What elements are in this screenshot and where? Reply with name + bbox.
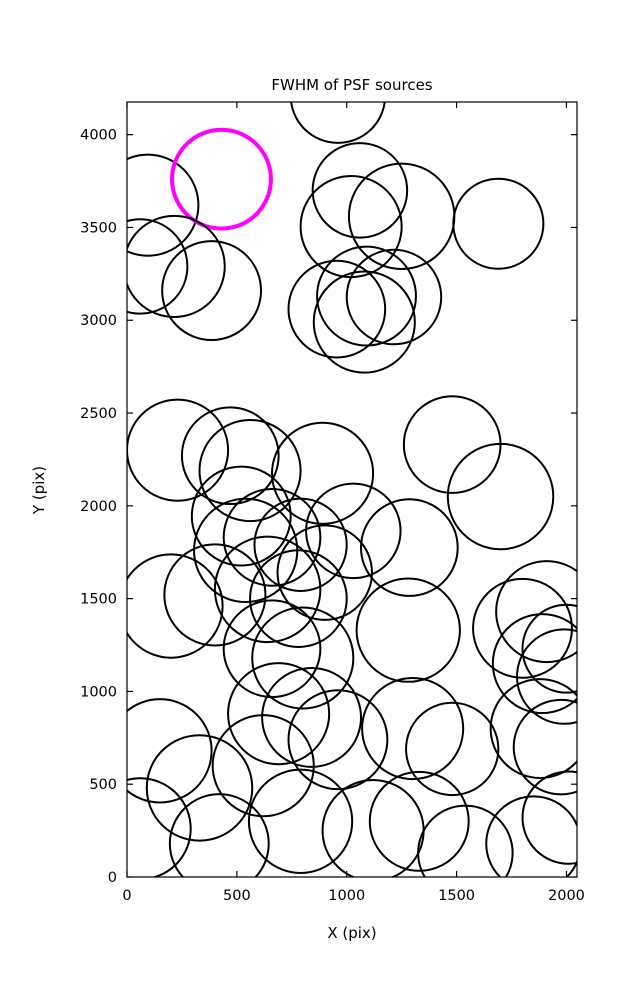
psf-source-circle: [452, 177, 545, 270]
psf-source-circle: [361, 676, 465, 781]
psf-source-circle: [145, 734, 254, 842]
psf-source-circles: [127, 102, 577, 877]
y-tick-label: 0: [108, 870, 117, 886]
x-tick-label: 1000: [328, 888, 365, 904]
psf-source-circle: [417, 804, 514, 877]
y-tick-label: 4000: [80, 128, 117, 144]
psf-source-circle: [222, 488, 322, 587]
y-axis-ticks: 0 500 1000 1500 2000 2500 3000 3500 4000: [80, 128, 577, 886]
psf-source-circle: [247, 768, 354, 874]
psf-source-circle: [168, 793, 270, 877]
psf-source-circle: [446, 442, 555, 551]
psf-source-circle: [290, 102, 386, 144]
psf-source-circle: [368, 770, 470, 872]
psf-source-circle: [127, 214, 226, 318]
y-tick-label: 1500: [80, 592, 117, 608]
x-axis-label: X (pix): [327, 924, 376, 942]
psf-source-circle: [190, 465, 292, 567]
psf-source-circle: [127, 698, 213, 804]
psf-source-circle: [485, 795, 577, 877]
psf-source-circle: [276, 524, 373, 621]
page-title: FWHM of PSF sources: [271, 76, 432, 94]
psf-source-circle: [360, 498, 459, 597]
y-axis-label: Y (pix): [30, 466, 48, 515]
psf-source-circle: [251, 606, 355, 710]
psf-source-circle: [180, 406, 280, 506]
psf-source-circle: [472, 577, 573, 679]
psf-source-circle-highlighted: [170, 127, 273, 231]
y-tick-label: 2500: [80, 406, 117, 422]
psf-source-circle: [127, 153, 200, 257]
y-tick-label: 3000: [80, 313, 117, 329]
y-tick-label: 3500: [80, 220, 117, 236]
x-tick-label: 0: [122, 888, 131, 904]
psf-source-circle: [405, 701, 500, 797]
psf-source-circle: [271, 421, 375, 525]
psf-source-circle: [521, 603, 577, 694]
psf-source-circle: [287, 689, 389, 791]
psf-source-circle: [127, 777, 192, 877]
x-tick-label: 500: [223, 888, 251, 904]
psf-source-circle: [127, 218, 189, 315]
axes-frame: [126, 101, 578, 878]
psf-source-circle: [163, 543, 267, 647]
psf-source-circle: [261, 666, 363, 768]
psf-source-circle: [127, 553, 224, 659]
axes-background: [127, 102, 577, 877]
psf-source-circle: [213, 535, 322, 644]
psf-source-circle: [345, 248, 443, 346]
psf-source-circle: [253, 497, 348, 592]
y-tick-label: 500: [89, 777, 117, 793]
psf-source-circle: [312, 270, 416, 374]
psf-source-circle: [127, 398, 230, 502]
y-tick-label: 1000: [80, 684, 117, 700]
psf-source-circle: [211, 714, 315, 818]
psf-source-circle: [249, 549, 348, 648]
psf-source-circle: [287, 259, 387, 359]
psf-source-circle: [316, 245, 417, 347]
psf-source-circle: [495, 560, 577, 664]
y-tick-label: 2000: [80, 499, 117, 515]
psf-source-circle: [489, 678, 577, 779]
psf-source-circle: [512, 698, 577, 796]
psf-source-circle: [491, 613, 577, 715]
psf-source-circle: [355, 577, 461, 683]
psf-source-circle: [227, 662, 331, 766]
psf-source-circle: [198, 419, 302, 523]
psf-source-circle: [305, 482, 402, 580]
psf-source-circle: [311, 142, 409, 239]
psf-source-circle: [516, 628, 577, 725]
psf-source-circle: [521, 770, 577, 865]
psf-source-circle: [161, 240, 263, 341]
x-tick-label: 2000: [548, 888, 585, 904]
x-tick-label: 1500: [438, 888, 475, 904]
